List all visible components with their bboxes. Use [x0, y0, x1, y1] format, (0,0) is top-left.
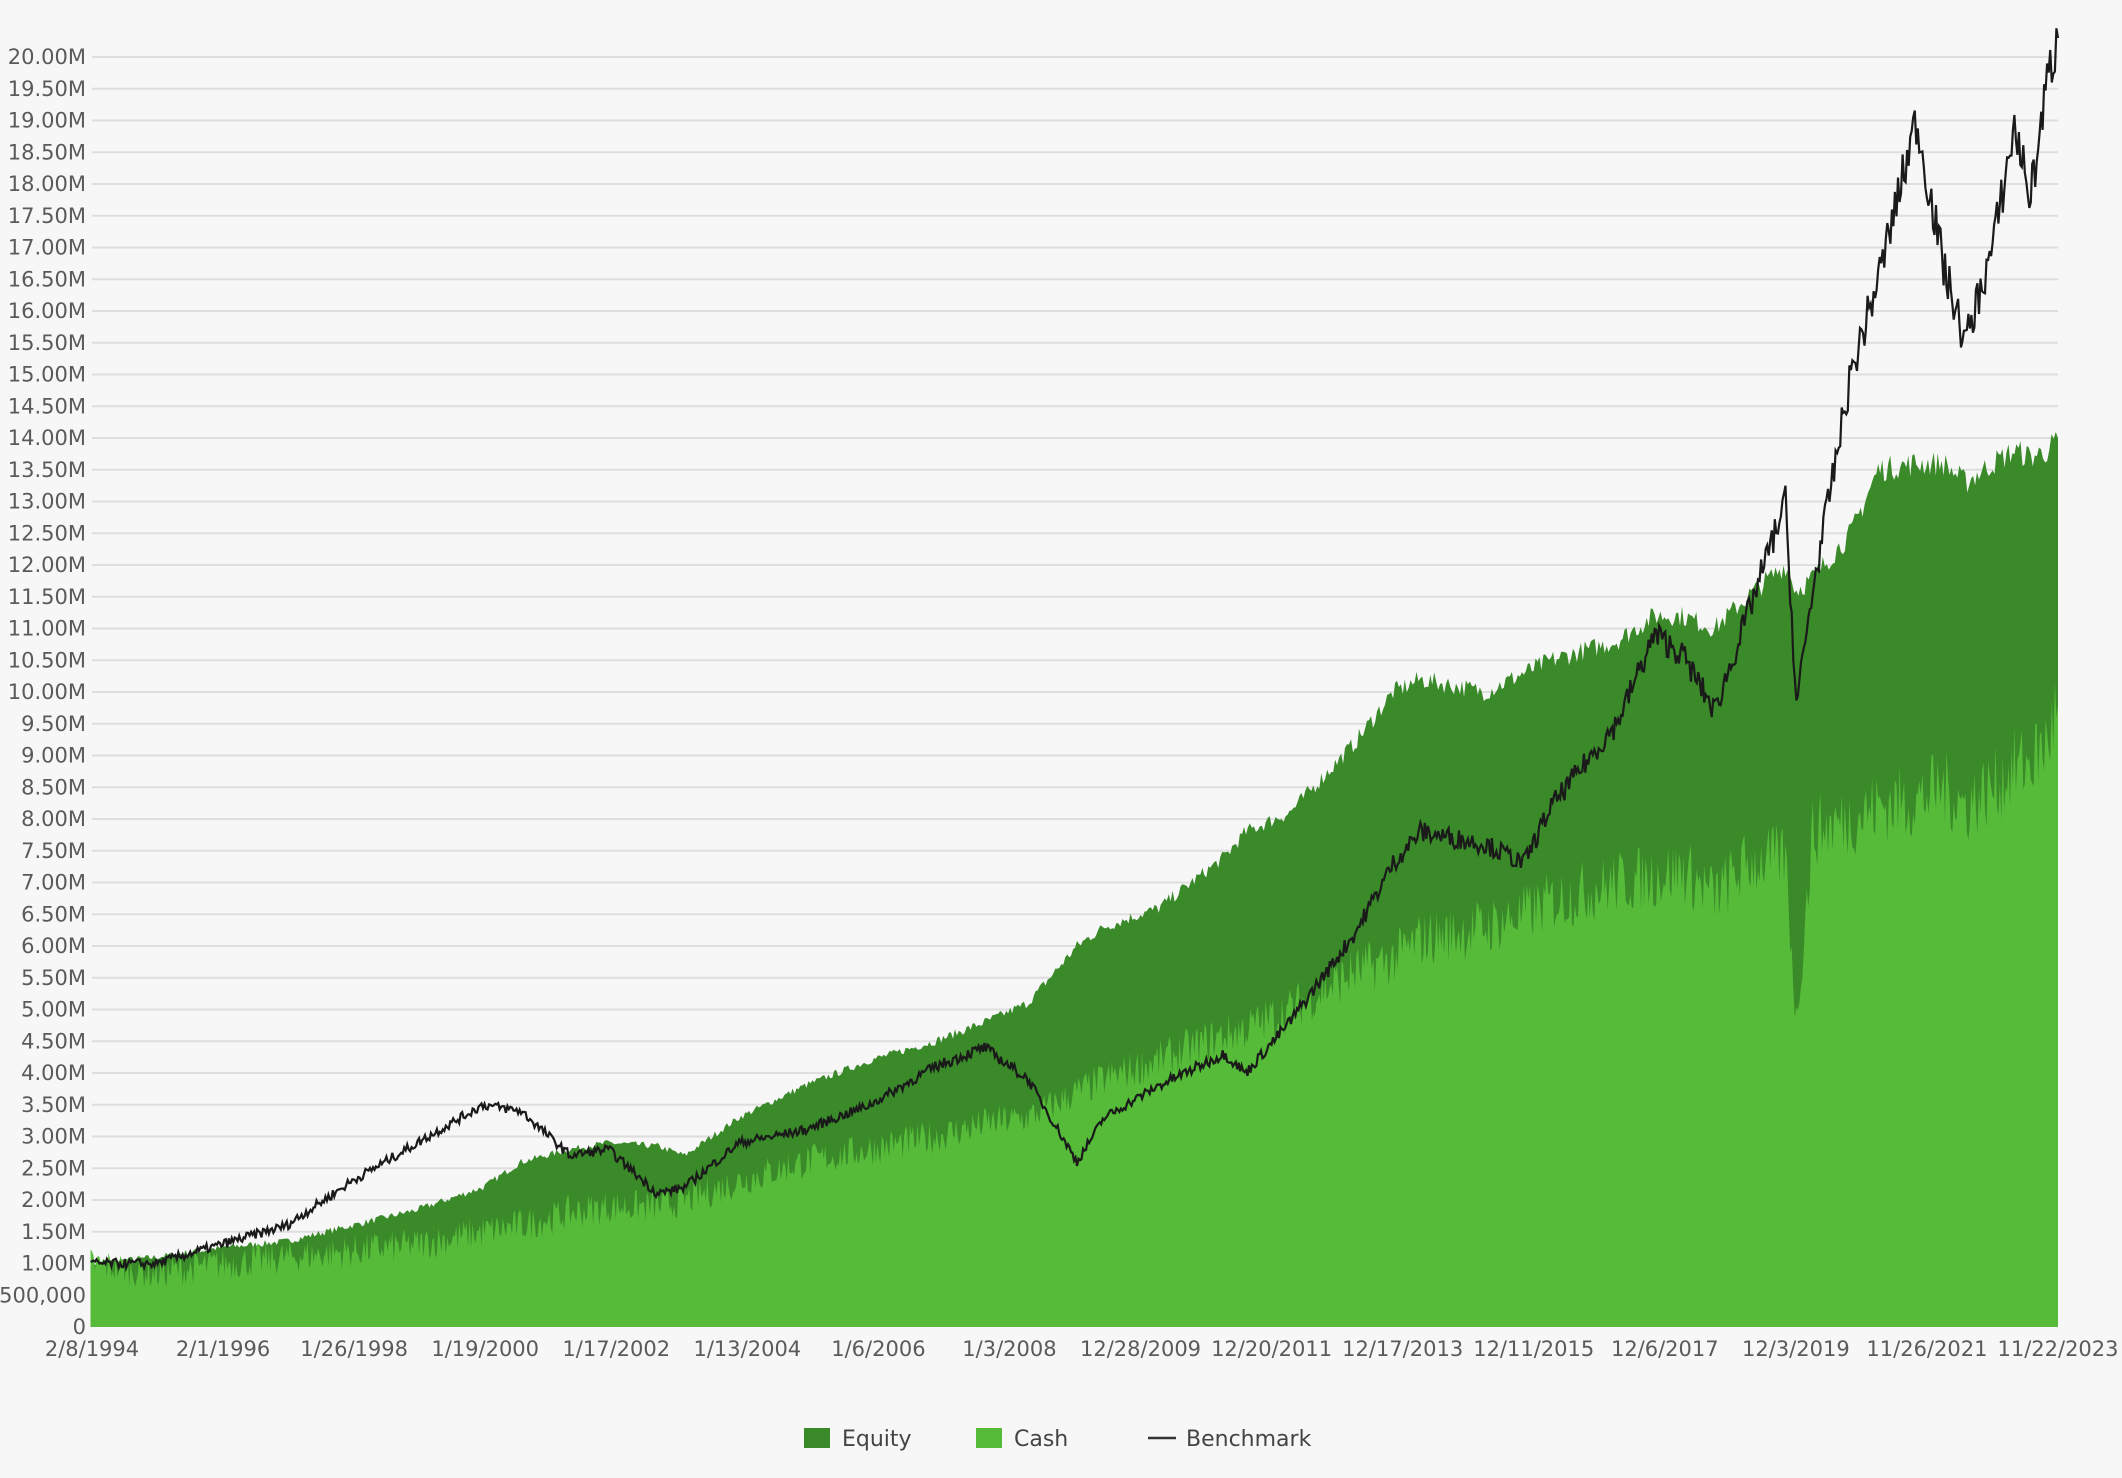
legend-label: Cash	[1014, 1427, 1068, 1452]
x-tick-label: 1/6/2006	[831, 1337, 925, 1361]
x-tick-label: 1/17/2002	[562, 1337, 670, 1361]
y-tick-label: 1.00M	[21, 1252, 86, 1276]
legend-swatch	[804, 1428, 830, 1448]
x-tick-label: 1/3/2008	[962, 1337, 1056, 1361]
x-tick-label: 11/22/2023	[1997, 1337, 2118, 1361]
y-tick-label: 3.50M	[21, 1093, 86, 1117]
y-tick-label: 16.50M	[8, 267, 86, 291]
y-tick-label: 2.50M	[21, 1156, 86, 1180]
benchmark-line	[90, 28, 2060, 1273]
y-tick-label: 9.00M	[21, 744, 86, 768]
y-tick-label: 14.50M	[8, 394, 86, 418]
axis-layer: 0 500,000 1.00M 1.50M 2.00M 2.50M 3.00M 3.50M 4.…	[0, 45, 2119, 1361]
y-tick-label: 15.50M	[8, 331, 86, 355]
legend: Equity Cash Benchmark	[804, 1427, 1312, 1452]
cash-area	[90, 682, 2059, 1327]
y-tick-label: 1.50M	[21, 1220, 86, 1244]
legend-swatch	[976, 1428, 1002, 1448]
area-layer	[90, 432, 2059, 1327]
legend-item-benchmark[interactable]: Benchmark	[1148, 1427, 1312, 1452]
y-tick-label: 19.00M	[8, 109, 86, 133]
y-tick-label: 5.50M	[21, 966, 86, 990]
x-tick-label: 2/1/1996	[176, 1337, 270, 1361]
x-tick-label: 12/20/2011	[1211, 1337, 1332, 1361]
y-tick-label: 13.00M	[8, 490, 86, 514]
x-tick-label: 12/3/2019	[1742, 1337, 1850, 1361]
y-tick-label: 18.00M	[8, 172, 86, 196]
y-tick-label: 4.00M	[21, 1061, 86, 1085]
legend-label: Equity	[842, 1427, 912, 1452]
y-tick-label: 12.50M	[8, 521, 86, 545]
y-tick-label: 11.50M	[8, 585, 86, 609]
x-tick-label: 12/28/2009	[1080, 1337, 1201, 1361]
y-tick-label: 12.00M	[8, 553, 86, 577]
y-tick-label: 8.50M	[21, 775, 86, 799]
y-tick-label: 19.50M	[8, 77, 86, 101]
y-tick-label: 7.00M	[21, 871, 86, 895]
y-tick-label: 500,000	[0, 1283, 86, 1307]
y-tick-label: 17.50M	[8, 204, 86, 228]
x-tick-label: 12/17/2013	[1342, 1337, 1463, 1361]
y-tick-label: 5.00M	[21, 998, 86, 1022]
legend-item-equity[interactable]: Equity	[804, 1427, 912, 1452]
y-tick-label: 20.00M	[8, 45, 86, 69]
x-tick-label: 11/26/2021	[1866, 1337, 1987, 1361]
x-tick-label: 1/26/1998	[300, 1337, 408, 1361]
legend-item-cash[interactable]: Cash	[976, 1427, 1068, 1452]
x-tick-label: 12/6/2017	[1611, 1337, 1719, 1361]
x-tick-label: 12/11/2015	[1473, 1337, 1594, 1361]
y-tick-label: 17.00M	[8, 236, 86, 260]
y-tick-label: 8.00M	[21, 807, 86, 831]
y-tick-label: 3.00M	[21, 1125, 86, 1149]
y-tick-label: 11.00M	[8, 617, 86, 641]
x-tick-label: 1/13/2004	[693, 1337, 801, 1361]
y-tick-label: 14.00M	[8, 426, 86, 450]
y-tick-label: 16.00M	[8, 299, 86, 323]
x-tick-label: 2/8/1994	[45, 1337, 139, 1361]
y-tick-label: 13.50M	[8, 458, 86, 482]
y-tick-label: 4.50M	[21, 1029, 86, 1053]
y-tick-label: 6.00M	[21, 934, 86, 958]
x-tick-label: 1/19/2000	[431, 1337, 539, 1361]
y-tick-label: 10.50M	[8, 648, 86, 672]
benchmark-layer	[90, 28, 2060, 1273]
y-tick-label: 15.00M	[8, 363, 86, 387]
y-tick-label: 10.00M	[8, 680, 86, 704]
y-tick-label: 2.00M	[21, 1188, 86, 1212]
y-tick-label: 0	[73, 1315, 86, 1339]
y-tick-label: 7.50M	[21, 839, 86, 863]
legend-label: Benchmark	[1186, 1427, 1312, 1452]
y-tick-label: 6.50M	[21, 902, 86, 926]
y-tick-label: 18.50M	[8, 140, 86, 164]
y-tick-label: 9.50M	[21, 712, 86, 736]
